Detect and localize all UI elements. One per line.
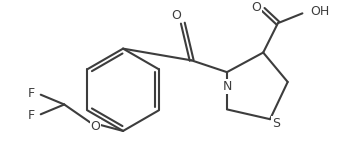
Text: F: F: [27, 109, 35, 122]
Text: S: S: [272, 117, 280, 130]
Text: O: O: [251, 1, 261, 14]
Text: N: N: [222, 80, 232, 93]
Text: O: O: [91, 120, 100, 133]
Text: OH: OH: [310, 5, 329, 18]
Text: O: O: [171, 9, 181, 22]
Text: F: F: [27, 87, 35, 100]
